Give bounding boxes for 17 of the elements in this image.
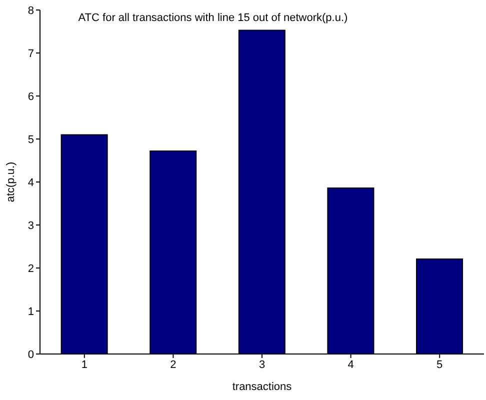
y-tick-label: 2 bbox=[28, 262, 34, 275]
chart-title: ATC for all transactions with line 15 out of network(p.u.) bbox=[78, 12, 348, 24]
x-tick-label: 5 bbox=[436, 358, 443, 371]
y-tick-label: 4 bbox=[28, 176, 34, 189]
y-tick-label: 3 bbox=[28, 220, 34, 232]
y-tick-label: 0 bbox=[28, 348, 34, 361]
y-tick-label: 8 bbox=[28, 4, 34, 17]
y-tick-label: 6 bbox=[28, 90, 34, 103]
x-tick-label: 1 bbox=[81, 358, 88, 371]
y-tick-label: 7 bbox=[28, 48, 34, 60]
x-tick-label: 2 bbox=[170, 358, 176, 371]
y-tick-label: 1 bbox=[28, 306, 34, 318]
y-axis-title: atc(p.u.) bbox=[4, 162, 17, 202]
x-axis-title: transactions bbox=[232, 381, 292, 393]
y-tick-label: 5 bbox=[28, 134, 34, 146]
x-tick-label: 3 bbox=[258, 358, 266, 371]
x-tick-label: 4 bbox=[348, 358, 354, 371]
